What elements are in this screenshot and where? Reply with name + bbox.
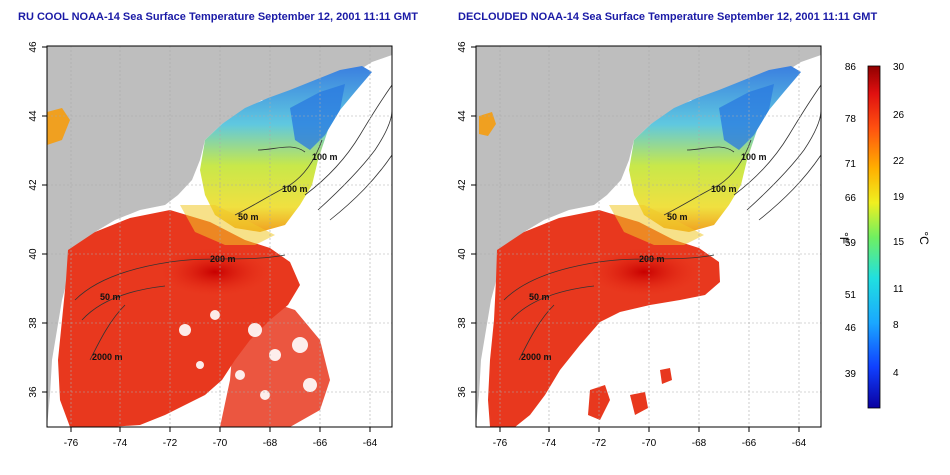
cold-core <box>290 84 345 150</box>
f-tick-label: 66 <box>845 193 857 204</box>
x-tick-label: -64 <box>792 438 807 449</box>
c-tick-label: 8 <box>893 320 899 331</box>
contour-line <box>89 304 126 361</box>
c-tick-label: 22 <box>893 156 905 167</box>
c-tick-label: 26 <box>893 110 905 121</box>
left-map: 100 m 100 m 50 m 200 m 50 m 2000 m -76 -… <box>28 41 393 449</box>
y-axis: 36 38 40 42 44 46 <box>28 41 47 398</box>
y-axis: 36 38 40 42 44 46 <box>457 41 476 398</box>
grid <box>47 46 392 427</box>
c-tick-label: 19 <box>893 192 905 203</box>
f-tick-label: 46 <box>845 323 857 334</box>
contour-line <box>663 139 752 216</box>
contour-label: 50 m <box>238 212 259 222</box>
shelf-mid-band <box>180 205 275 245</box>
contour-label: 2000 m <box>92 352 123 362</box>
x-tick-label: -74 <box>113 438 128 449</box>
contour-label: 200 m <box>210 254 236 264</box>
contour-label: 100 m <box>711 184 737 194</box>
orange-blob <box>479 112 496 136</box>
f-tick-label: 71 <box>845 159 857 170</box>
warm-fragment <box>660 368 672 384</box>
y-tick-label: 46 <box>457 41 468 53</box>
x-tick-label: -66 <box>313 438 328 449</box>
contour-line <box>257 146 306 153</box>
contour-line <box>510 285 595 321</box>
contour-label: 2000 m <box>521 352 552 362</box>
fahrenheit-label: °F <box>837 232 851 244</box>
warm-fragment <box>630 392 648 415</box>
x-tick-label: -76 <box>493 438 508 449</box>
celsius-label: °C <box>917 231 931 245</box>
x-tick-label: -70 <box>642 438 657 449</box>
c-tick-label: 11 <box>893 284 904 295</box>
c-tick-label: 4 <box>893 368 899 379</box>
contour-line <box>758 154 821 221</box>
contour-line <box>686 146 735 153</box>
x-tick-label: -72 <box>592 438 607 449</box>
contour-label: 100 m <box>741 152 767 162</box>
x-axis: -76 -74 -72 -70 -68 -66 -64 <box>64 427 378 449</box>
f-tick-label: 78 <box>845 114 857 125</box>
c-tick-label: 30 <box>893 62 905 73</box>
offshore-warm <box>220 300 330 427</box>
f-tick-label: 86 <box>845 62 857 73</box>
left-map-title: RU COOL NOAA-14 Sea Surface Temperature … <box>18 11 419 23</box>
land-mass <box>47 46 392 427</box>
colorbar: 86 78 71 66 59 51 46 39 30 26 22 19 15 1… <box>837 62 931 409</box>
contour-label: 100 m <box>282 184 308 194</box>
x-tick-label: -68 <box>263 438 278 449</box>
land-mass <box>476 46 821 427</box>
contour-label: 50 m <box>100 292 121 302</box>
contour-label: 100 m <box>312 152 338 162</box>
x-tick-label: -76 <box>64 438 79 449</box>
cold-core <box>719 84 774 150</box>
contour-line <box>518 304 555 361</box>
colorbar-gradient <box>867 65 881 409</box>
y-tick-label: 38 <box>28 317 39 329</box>
x-tick-label: -64 <box>363 438 378 449</box>
right-map: 100 m 100 m 50 m 200 m 50 m 2000 m -76 -… <box>457 41 822 449</box>
contour-line <box>81 285 166 321</box>
contour-line <box>304 84 392 196</box>
orange-blob <box>47 108 70 145</box>
grid <box>476 46 821 427</box>
y-tick-label: 44 <box>28 110 39 122</box>
contour-label: 50 m <box>529 292 550 302</box>
y-tick-label: 44 <box>457 110 468 122</box>
x-tick-label: -72 <box>163 438 178 449</box>
y-tick-label: 40 <box>457 248 468 260</box>
x-tick-label: -70 <box>213 438 228 449</box>
x-tick-label: -74 <box>542 438 557 449</box>
contour-line <box>733 84 821 196</box>
y-tick-label: 42 <box>457 179 468 191</box>
y-tick-label: 36 <box>28 386 39 398</box>
contour-line <box>746 109 821 211</box>
x-axis: -76 -74 -72 -70 -68 -66 -64 <box>493 427 807 449</box>
c-tick-label: 15 <box>893 237 905 248</box>
contour-line <box>317 109 392 211</box>
contour-line <box>234 139 323 216</box>
x-tick-label: -68 <box>692 438 707 449</box>
y-tick-label: 46 <box>28 41 39 53</box>
y-tick-label: 36 <box>457 386 468 398</box>
contour-label: 200 m <box>639 254 665 264</box>
f-tick-label: 51 <box>845 290 857 301</box>
y-tick-label: 42 <box>28 179 39 191</box>
f-tick-label: 59 <box>845 238 857 249</box>
contour-line <box>329 154 392 221</box>
y-tick-label: 40 <box>28 248 39 260</box>
f-tick-label: 39 <box>845 369 857 380</box>
shelf-mid-band <box>609 205 704 245</box>
x-tick-label: -66 <box>742 438 757 449</box>
contour-label: 50 m <box>667 212 688 222</box>
y-tick-label: 38 <box>457 317 468 329</box>
right-map-title: DECLOUDED NOAA-14 Sea Surface Temperatur… <box>458 11 878 23</box>
